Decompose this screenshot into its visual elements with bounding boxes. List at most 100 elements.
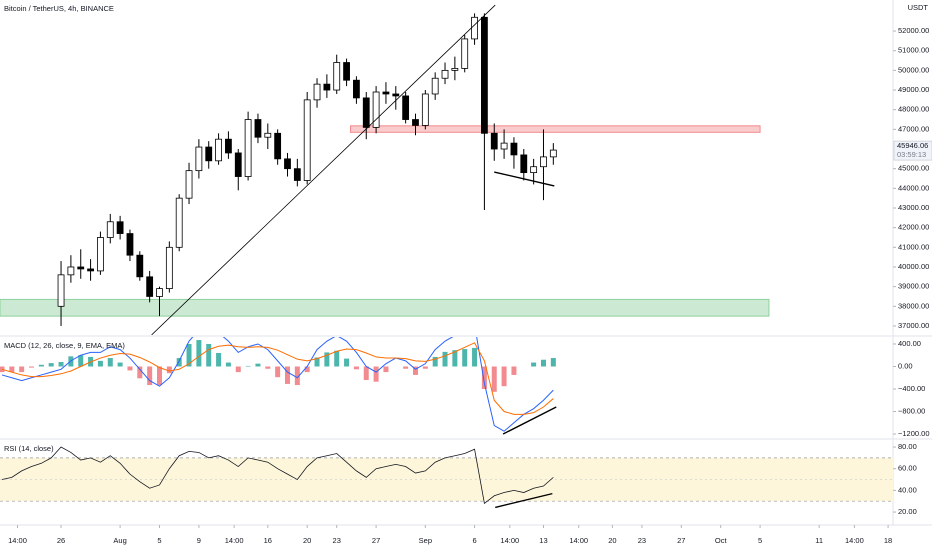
zone	[0, 298, 770, 317]
x-tick-label: 14:00	[225, 536, 244, 545]
candle-body	[175, 197, 183, 248]
candle-body	[461, 38, 469, 69]
x-tick-label: Aug	[113, 536, 126, 545]
x-tick-label: 16	[264, 536, 272, 545]
y-tick-label: 20.00	[898, 507, 917, 516]
macd-histogram-bar	[472, 347, 478, 367]
candle-body	[471, 16, 478, 40]
candle-body	[165, 246, 173, 290]
macd-histogram-bar	[176, 358, 182, 367]
candle-body	[67, 266, 75, 276]
macd-histogram-bar	[9, 366, 15, 373]
macd-histogram-bar	[19, 366, 25, 373]
macd-histogram-bar	[29, 366, 35, 368]
candle-body	[382, 91, 390, 95]
x-tick-label: 27	[677, 536, 685, 545]
y-tick-label: 50000.00	[898, 65, 929, 74]
macd-histogram-bar	[462, 349, 468, 367]
candle-body	[87, 268, 94, 272]
candle-body	[205, 146, 213, 162]
candle-body	[412, 119, 419, 126]
macd-histogram-bar	[314, 357, 320, 367]
price-pane	[0, 4, 770, 335]
x-tick-label: 6	[472, 536, 476, 545]
candle-body	[323, 83, 331, 91]
candle-body	[540, 156, 547, 168]
y-tick-label: 40000.00	[898, 262, 929, 271]
countdown-label: 03:59:13	[897, 150, 926, 159]
macd-histogram-bar	[58, 361, 64, 367]
y-tick-label: 39000.00	[898, 282, 929, 291]
y-tick-label: 41000.00	[898, 242, 929, 251]
macd-line	[1, 337, 554, 432]
candle-body	[185, 170, 193, 199]
macd-histogram-bar	[452, 350, 458, 367]
y-tick-label: 42000.00	[898, 223, 929, 232]
candle-body	[392, 93, 400, 97]
candle-body	[116, 221, 124, 234]
y-tick-label: 400.00	[898, 339, 921, 348]
macd-histogram-bar	[344, 358, 350, 367]
candle-body	[510, 142, 518, 156]
x-tick-label: 23	[333, 536, 341, 545]
y-tick-label: 48000.00	[898, 105, 929, 114]
macd-histogram-bar	[156, 366, 162, 386]
candle-body	[481, 16, 488, 134]
candle-body	[372, 91, 380, 128]
candle-body	[264, 132, 272, 138]
candle-body	[333, 62, 341, 91]
macd-histogram-bar	[255, 363, 261, 367]
candle-body	[549, 149, 557, 158]
trendline	[494, 171, 555, 187]
macd-histogram-bar	[403, 366, 409, 369]
macd-histogram-bar	[432, 356, 438, 367]
macd-histogram-bar	[481, 366, 487, 389]
candle-body	[244, 119, 252, 177]
panel-title: RSI (14, close)	[4, 444, 54, 453]
macd-histogram-bar	[373, 366, 379, 382]
candle-body	[530, 166, 538, 174]
candle-body	[520, 154, 528, 174]
x-tick-label: 20	[608, 536, 616, 545]
candle-body	[57, 274, 65, 307]
candle-body	[126, 233, 134, 256]
x-tick-label: 14:00	[8, 536, 27, 545]
candle-body	[343, 62, 350, 81]
macd-histogram-bar	[48, 363, 54, 367]
rsi-pane	[0, 446, 893, 509]
x-tick-label: 20	[303, 536, 311, 545]
candle-body	[431, 77, 439, 95]
candle-body	[106, 221, 114, 238]
macd-histogram-bar	[166, 366, 172, 374]
macd-histogram-bar	[334, 350, 340, 367]
signal-line	[1, 342, 554, 415]
candle-body	[146, 276, 154, 297]
candle-body	[313, 83, 321, 101]
x-tick-label: 5	[758, 536, 762, 545]
candle-body	[284, 158, 291, 170]
y-tick-label: 37000.00	[898, 321, 929, 330]
candle-body	[77, 266, 85, 270]
trendline	[495, 492, 553, 509]
candle-body	[225, 138, 232, 154]
candle-body	[195, 146, 203, 172]
macd-histogram-bar	[324, 352, 330, 367]
candle-body	[362, 97, 370, 128]
last-price-box	[893, 140, 932, 161]
x-tick-label: 27	[372, 536, 380, 545]
macd-histogram-bar	[491, 366, 497, 392]
x-tick-label: 9	[197, 536, 201, 545]
x-tick-label: 23	[638, 536, 646, 545]
trendline	[151, 4, 496, 335]
panel-title: Bitcoin / TetherUS, 4h, BINANCE	[4, 4, 114, 13]
x-tick-label: Oct	[715, 536, 728, 545]
x-tick-label: 14:00	[500, 536, 519, 545]
macd-histogram-bar	[383, 366, 389, 373]
candle-body	[234, 152, 242, 177]
macd-histogram-bar	[304, 366, 310, 373]
macd-histogram-bar	[196, 340, 202, 367]
candle-body	[156, 288, 163, 297]
macd-histogram-bar	[412, 366, 418, 375]
macd-histogram-bar	[97, 360, 103, 367]
